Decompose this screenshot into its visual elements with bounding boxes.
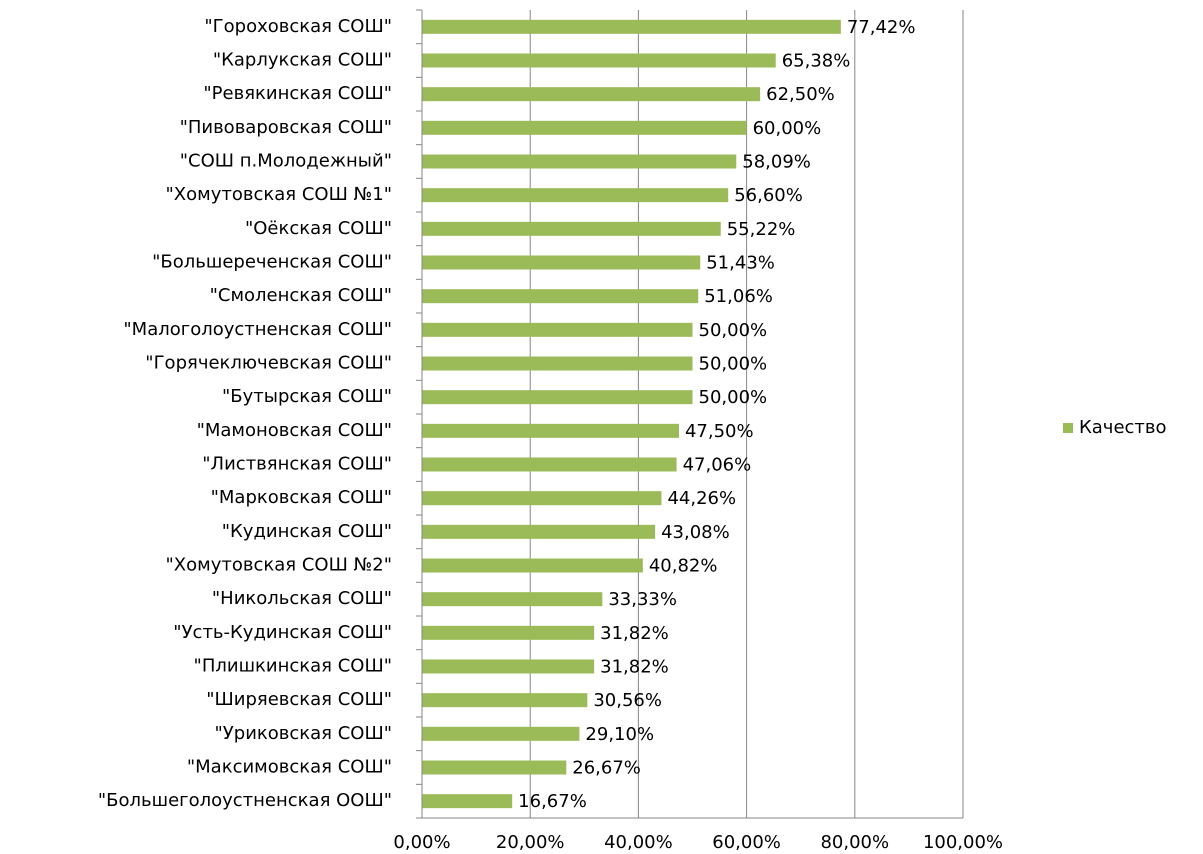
y-tick-label: "Бутырская СОШ"	[222, 386, 392, 407]
bar	[422, 726, 580, 741]
bar	[422, 356, 693, 371]
bar	[422, 289, 699, 304]
data-label: 43,08%	[661, 522, 730, 543]
y-tick-label: "Пивоваровская СОШ"	[180, 117, 392, 138]
bar	[422, 87, 761, 102]
bar	[422, 491, 662, 506]
data-label: 44,26%	[667, 488, 736, 509]
data-label: 50,00%	[699, 354, 768, 375]
y-tick-label: "Горячеключевская СОШ"	[145, 353, 392, 374]
x-tick-label: 80,00%	[820, 832, 889, 853]
bar	[422, 188, 729, 203]
x-tick-label: 100,00%	[923, 832, 1003, 853]
data-label: 31,82%	[600, 657, 669, 678]
data-label: 26,67%	[572, 758, 641, 779]
bar	[422, 592, 603, 607]
data-label: 51,06%	[704, 286, 773, 307]
bar	[422, 457, 677, 472]
bar	[422, 423, 679, 438]
bar	[422, 625, 595, 640]
data-label: 30,56%	[593, 690, 662, 711]
bar	[422, 221, 721, 236]
y-tick-label: "Большеголоустненская ООШ"	[98, 790, 392, 811]
x-tick-label: 60,00%	[712, 832, 781, 853]
y-tick-label: "Листвянская СОШ"	[202, 454, 392, 475]
data-label: 31,82%	[600, 623, 669, 644]
y-tick-label: "Карлукская СОШ"	[213, 50, 392, 71]
x-tick-label: 40,00%	[604, 832, 673, 853]
data-label: 60,00%	[753, 118, 822, 139]
y-tick-label: "Большереченская СОШ"	[152, 252, 392, 273]
data-label: 55,22%	[727, 219, 796, 240]
data-label: 16,67%	[518, 791, 587, 812]
data-label: 51,43%	[706, 253, 775, 274]
y-tick-label: "СОШ п.Молодежный"	[180, 151, 392, 172]
data-label: 40,82%	[649, 556, 718, 577]
data-label: 29,10%	[585, 724, 654, 745]
bar	[422, 794, 513, 809]
x-tick-label: 0,00%	[393, 832, 450, 853]
legend-swatch	[1063, 423, 1073, 433]
y-tick-label: "Хомутовская СОШ №2"	[166, 555, 392, 576]
bar	[422, 693, 588, 708]
data-label: 56,60%	[734, 185, 803, 206]
bar	[422, 760, 567, 775]
bar	[422, 120, 747, 135]
y-tick-label: "Плишкинская СОШ"	[194, 656, 392, 677]
y-tick-label: "Кудинская СОШ"	[222, 521, 392, 542]
bar	[422, 390, 693, 405]
y-tick-label: "Максимовская СОШ"	[187, 757, 392, 778]
y-tick-label: "Мамоновская СОШ"	[197, 420, 392, 441]
y-tick-label: "Оёкская СОШ"	[245, 218, 392, 239]
data-label: 50,00%	[699, 387, 768, 408]
bar	[422, 19, 841, 34]
bar	[422, 322, 693, 337]
y-tick-label: "Ширяевская СОШ"	[206, 689, 392, 710]
y-tick-label: "Хомутовская СОШ №1"	[166, 184, 392, 205]
bar	[422, 524, 656, 539]
y-tick-label: "Гороховская СОШ"	[204, 16, 392, 37]
data-label: 47,50%	[685, 421, 754, 442]
y-tick-label: "Ревякинская СОШ"	[203, 83, 392, 104]
y-tick-label: "Никольская СОШ"	[212, 588, 392, 609]
bar	[422, 154, 737, 169]
y-tick-label: "Малоголоустненская СОШ"	[123, 319, 392, 340]
y-tick-label: "Марковская СОШ"	[211, 487, 392, 508]
data-label: 58,09%	[742, 152, 811, 173]
y-tick-label: "Уриковская СОШ"	[215, 723, 392, 744]
data-label: 77,42%	[847, 17, 916, 38]
data-label: 47,06%	[683, 455, 752, 476]
x-tick-label: 20,00%	[496, 832, 565, 853]
data-label: 50,00%	[699, 320, 768, 341]
bar	[422, 558, 643, 573]
data-label: 33,33%	[608, 589, 677, 610]
bar	[422, 255, 701, 270]
bar	[422, 53, 776, 68]
data-label: 65,38%	[782, 51, 851, 72]
y-tick-label: "Смоленская СОШ"	[210, 285, 392, 306]
legend-label: Качество	[1079, 417, 1167, 438]
data-label: 62,50%	[766, 84, 835, 105]
bar	[422, 659, 595, 674]
y-tick-label: "Усть-Кудинская СОШ"	[173, 622, 392, 643]
